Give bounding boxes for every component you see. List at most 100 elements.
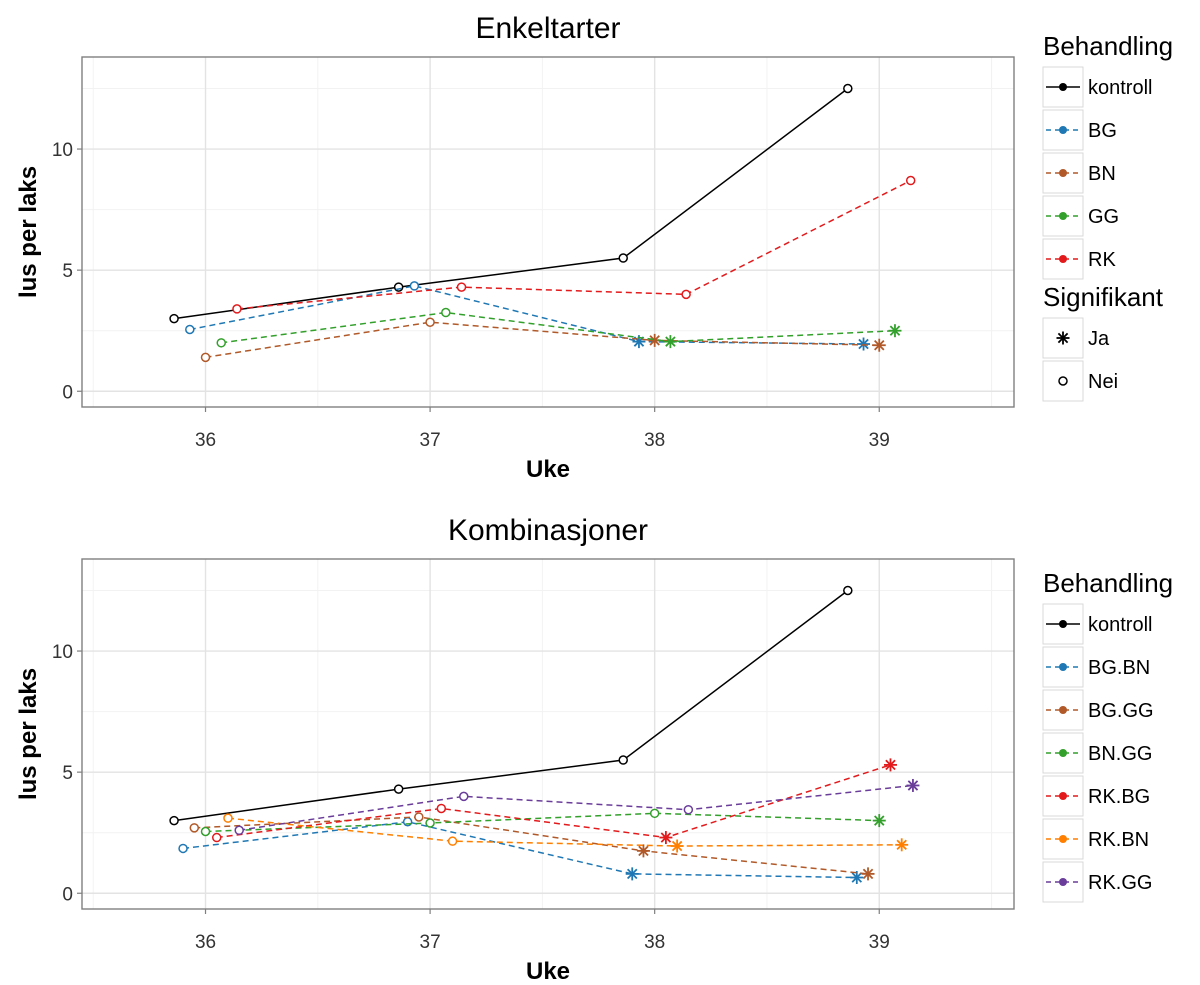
legend-item-BN: BN	[1042, 152, 1116, 194]
series-line-BG.GG	[194, 816, 869, 875]
x-axis-label: Uke	[526, 958, 570, 985]
plot-border	[81, 558, 1015, 910]
x-tick-label: 36	[195, 932, 216, 953]
data-point-BG-3	[857, 337, 871, 351]
data-point-BG.GG-2	[636, 844, 650, 858]
data-point-BN.GG-1	[425, 818, 435, 828]
legend-label: Ja	[1088, 328, 1110, 350]
data-point-BG.GG-3	[861, 867, 875, 881]
y-tick-label: 0	[62, 884, 73, 905]
data-point-kontroll-1	[393, 784, 404, 794]
legend-title: Signifikant	[1043, 282, 1164, 312]
series-line-kontroll	[173, 589, 849, 822]
y-axis-label: lus per laks	[15, 166, 42, 298]
series-line-BG.BN	[182, 821, 857, 879]
data-point-kontroll-3	[843, 83, 853, 94]
plot-border	[81, 56, 1015, 408]
legend-item-BG: BG	[1042, 109, 1117, 151]
chart-panel-1: Enkeltarter 36 37 38 39 0 5 10 Uke lus per laks Be…	[15, 12, 1173, 483]
legend-item-BG.GG: BG.GG	[1042, 689, 1154, 731]
legend-key-dot	[1059, 835, 1067, 843]
x-tick-label: 37	[420, 932, 441, 953]
legend-item-RK.BG: RK.BG	[1042, 775, 1150, 817]
legend-behandling: Behandling kontroll BG.BN BG.GG BN.GG RK.BG RK…	[1042, 568, 1173, 903]
x-tick-label: 39	[869, 430, 890, 451]
data-point-RK.GG-0	[234, 825, 244, 836]
legend-label: Nei	[1088, 371, 1118, 393]
data-point-RK.BN-1	[447, 836, 458, 846]
x-tick-label: 36	[195, 430, 216, 451]
data-point-GG-1	[441, 307, 451, 318]
data-point-RK.GG-1	[459, 791, 469, 802]
legend-key-dot	[1059, 620, 1067, 628]
series-line-RK	[236, 179, 912, 310]
legend-label: GG	[1088, 206, 1119, 228]
data-point-RK-1	[456, 282, 467, 292]
legend-item-RK.GG: RK.GG	[1042, 861, 1152, 903]
legend-label: RK	[1088, 249, 1116, 271]
y-tick-label: 0	[62, 382, 73, 403]
series-line-kontroll	[173, 87, 849, 320]
data-point-BG-0	[185, 324, 195, 335]
legend-item-Nei: Nei	[1042, 360, 1118, 402]
data-point-RK.BG-0	[211, 832, 222, 843]
data-point-BG.GG-0	[189, 823, 200, 833]
data-point-BN-3	[872, 338, 886, 352]
legend-key-dot	[1059, 749, 1067, 757]
plot-background	[82, 559, 1014, 909]
chart-title: Enkeltarter	[475, 12, 620, 45]
legend-item-kontroll: kontroll	[1042, 66, 1152, 108]
legend-key-dot	[1059, 663, 1067, 671]
data-point-RK.BG-3	[883, 758, 897, 772]
data-point-BN-0	[200, 352, 211, 363]
legend-item-GG: GG	[1042, 195, 1119, 237]
data-point-RK.BG-1	[436, 803, 447, 814]
data-point-kontroll-1	[393, 282, 404, 292]
data-point-RK.BN-2	[670, 839, 684, 853]
legend-item-Ja: Ja	[1042, 317, 1110, 359]
legend-title: Behandling	[1043, 568, 1173, 598]
data-point-kontroll-0	[169, 313, 179, 324]
x-tick-label: 38	[644, 430, 665, 451]
data-point-BG-1	[409, 281, 420, 291]
data-point-BG.GG-1	[414, 812, 424, 822]
y-tick-label: 10	[52, 642, 73, 663]
legend-label: RK.GG	[1088, 872, 1152, 894]
data-point-BN.GG-3	[872, 814, 886, 828]
x-tick-label: 37	[420, 430, 441, 451]
plot-background	[82, 57, 1014, 407]
data-point-BG.BN-3	[850, 871, 864, 885]
data-point-RK.GG-3	[906, 778, 920, 792]
legend-key-dot	[1059, 126, 1067, 134]
legend-key-dot	[1059, 255, 1067, 263]
data-point-BN.GG-2	[649, 808, 660, 819]
chart-title: Kombinasjoner	[448, 514, 648, 547]
legend-label: BG	[1088, 120, 1117, 142]
data-point-BG.BN-2	[625, 867, 639, 881]
legend-label: kontroll	[1088, 614, 1152, 636]
legend-key-dot	[1059, 878, 1067, 886]
data-point-RK-3	[905, 175, 916, 186]
legend-behandling: Behandling kontroll BG BN GG RK	[1042, 31, 1173, 280]
legend-key-asterisk	[1056, 331, 1070, 345]
legend-item-BG.BN: BG.BN	[1042, 646, 1150, 688]
legend-key-dot	[1059, 212, 1067, 220]
data-point-GG-0	[216, 338, 226, 348]
series-line-BN	[205, 321, 880, 359]
x-tick-label: 39	[869, 932, 890, 953]
legend-title: Behandling	[1043, 31, 1173, 61]
legend-signifikant: Signifikant Ja Nei	[1042, 282, 1164, 402]
legend-label: RK.BN	[1088, 829, 1149, 851]
legend-label: BG.GG	[1088, 700, 1154, 722]
data-point-RK.BG-2	[659, 831, 673, 845]
legend-label: kontroll	[1088, 77, 1152, 99]
y-tick-label: 5	[62, 261, 73, 282]
legend-key-dot	[1059, 83, 1067, 91]
data-point-BN.GG-0	[200, 826, 211, 837]
y-axis-label: lus per laks	[15, 668, 42, 800]
data-point-kontroll-2	[618, 755, 628, 765]
legend-item-RK.BN: RK.BN	[1042, 818, 1149, 860]
legend-item-kontroll: kontroll	[1042, 603, 1152, 645]
data-point-kontroll-3	[843, 585, 853, 596]
